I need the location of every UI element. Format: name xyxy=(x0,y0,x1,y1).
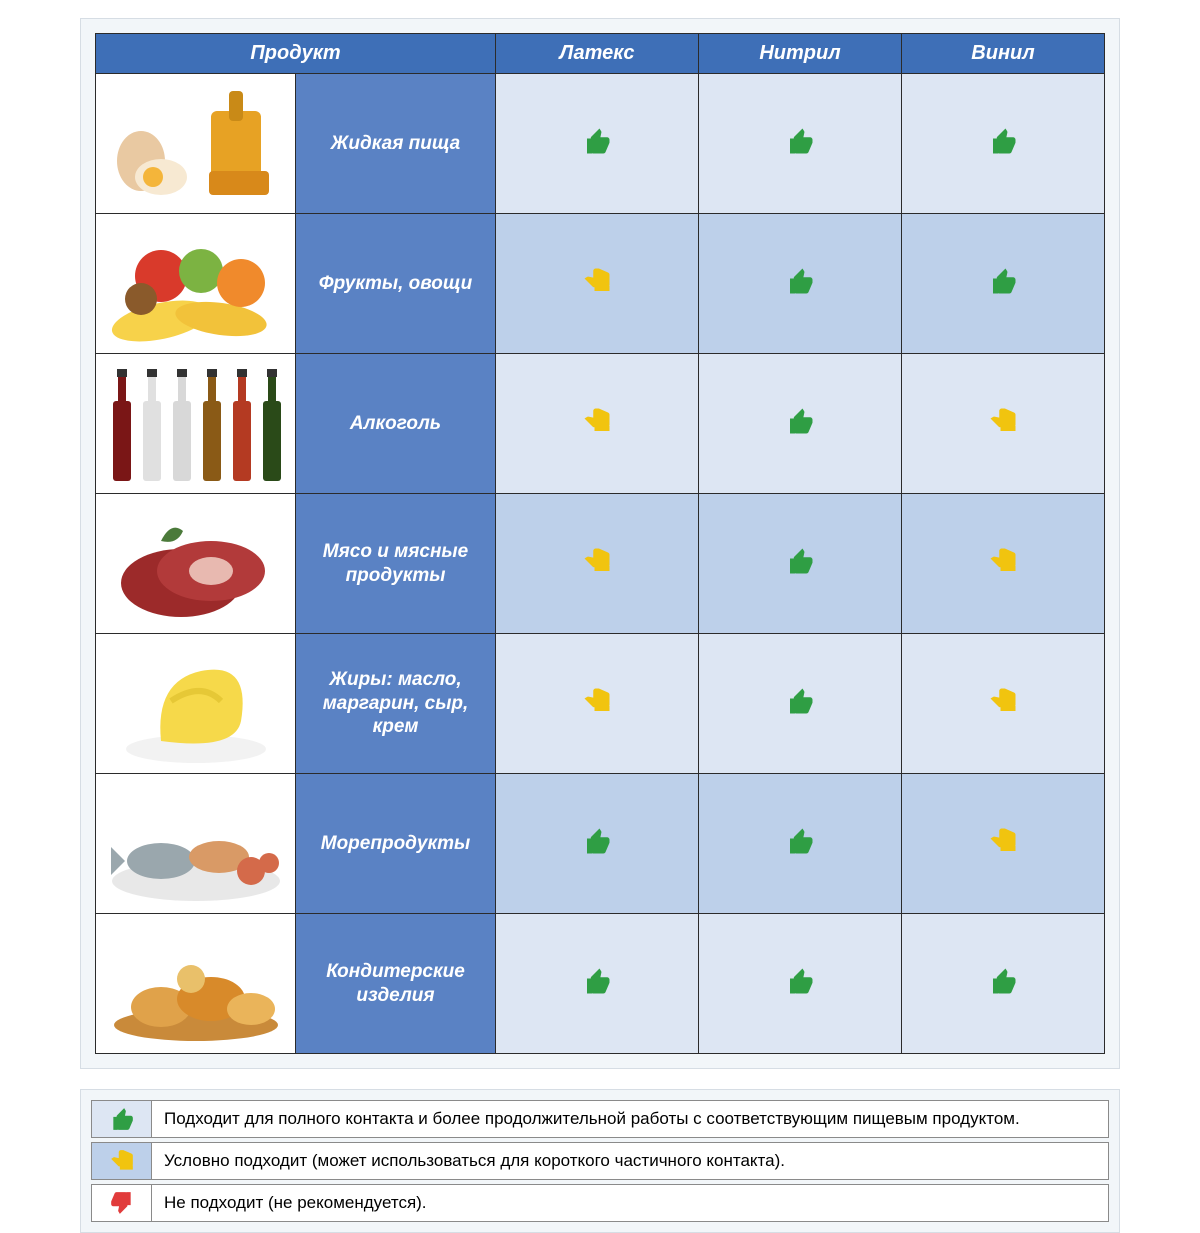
row-label-seafood: Морепродукты xyxy=(296,774,496,914)
thumb-cond-icon xyxy=(582,546,612,576)
legend-icon-good xyxy=(92,1101,152,1137)
thumb-good-icon xyxy=(582,126,612,156)
thumb-good-icon xyxy=(582,966,612,996)
row-label-alcohol: Алкоголь xyxy=(296,354,496,494)
rating-alcohol-col0 xyxy=(496,354,699,494)
row-label-meat: Мясо и мясные продукты xyxy=(296,494,496,634)
illustration-liquid-food xyxy=(96,74,296,214)
legend-panel: Подходит для полного контакта и более пр… xyxy=(80,1089,1120,1233)
header-col-0: Латекс xyxy=(496,34,699,74)
thumb-good-icon xyxy=(988,966,1018,996)
thumb-good-icon xyxy=(785,126,815,156)
rating-confectionery-col2 xyxy=(901,914,1104,1054)
rating-meat-col0 xyxy=(496,494,699,634)
rating-liquid-food-col2 xyxy=(901,74,1104,214)
table-row: Морепродукты xyxy=(96,774,1105,914)
rating-seafood-col1 xyxy=(699,774,902,914)
illustration-meat xyxy=(96,494,296,634)
thumb-cond-icon xyxy=(109,1148,135,1174)
rating-alcohol-col2 xyxy=(901,354,1104,494)
thumb-good-icon xyxy=(582,826,612,856)
row-label-fats: Жиры: масло, маргарин, сыр, крем xyxy=(296,634,496,774)
thumb-good-icon xyxy=(785,266,815,296)
rating-meat-col1 xyxy=(699,494,902,634)
legend-row: Подходит для полного контакта и более пр… xyxy=(91,1100,1109,1138)
thumb-cond-icon xyxy=(988,686,1018,716)
illustration-fruits-veg xyxy=(96,214,296,354)
row-label-confectionery: Кондитерские изделия xyxy=(296,914,496,1054)
rating-seafood-col0 xyxy=(496,774,699,914)
table-row: Жидкая пища xyxy=(96,74,1105,214)
thumb-cond-icon xyxy=(582,686,612,716)
legend-text: Подходит для полного контакта и более пр… xyxy=(152,1101,1108,1137)
header-product: Продукт xyxy=(96,34,496,74)
thumb-good-icon xyxy=(785,406,815,436)
legend-icon-bad xyxy=(92,1185,152,1221)
thumb-good-icon xyxy=(109,1106,135,1132)
rating-fats-col2 xyxy=(901,634,1104,774)
illustration-confectionery xyxy=(96,914,296,1054)
thumb-cond-icon xyxy=(988,406,1018,436)
thumb-bad-icon xyxy=(109,1190,135,1216)
rating-fruits-veg-col2 xyxy=(901,214,1104,354)
table-row: Жиры: масло, маргарин, сыр, крем xyxy=(96,634,1105,774)
legend-row: Не подходит (не рекомендуется). xyxy=(91,1184,1109,1222)
header-col-1: Нитрил xyxy=(699,34,902,74)
thumb-good-icon xyxy=(785,686,815,716)
thumb-good-icon xyxy=(785,826,815,856)
rating-alcohol-col1 xyxy=(699,354,902,494)
thumb-good-icon xyxy=(988,126,1018,156)
illustration-alcohol xyxy=(96,354,296,494)
illustration-fats xyxy=(96,634,296,774)
thumb-cond-icon xyxy=(988,826,1018,856)
rating-seafood-col2 xyxy=(901,774,1104,914)
illustration-seafood xyxy=(96,774,296,914)
legend-row: Условно подходит (может использоваться д… xyxy=(91,1142,1109,1180)
thumb-good-icon xyxy=(785,546,815,576)
rating-fruits-veg-col1 xyxy=(699,214,902,354)
rating-meat-col2 xyxy=(901,494,1104,634)
legend-icon-cond xyxy=(92,1143,152,1179)
rating-confectionery-col0 xyxy=(496,914,699,1054)
table-row: Кондитерские изделия xyxy=(96,914,1105,1054)
thumb-cond-icon xyxy=(582,266,612,296)
thumb-cond-icon xyxy=(582,406,612,436)
rating-fats-col0 xyxy=(496,634,699,774)
header-col-2: Винил xyxy=(901,34,1104,74)
thumb-cond-icon xyxy=(988,546,1018,576)
table-row: Мясо и мясные продукты xyxy=(96,494,1105,634)
table-row: Алкоголь xyxy=(96,354,1105,494)
table-row: Фрукты, овощи xyxy=(96,214,1105,354)
legend-text: Условно подходит (может использоваться д… xyxy=(152,1143,1108,1179)
compatibility-table: Продукт Латекс Нитрил Винил Жидкая пища … xyxy=(95,33,1105,1054)
rating-liquid-food-col0 xyxy=(496,74,699,214)
rating-confectionery-col1 xyxy=(699,914,902,1054)
legend-text: Не подходит (не рекомендуется). xyxy=(152,1185,1108,1221)
row-label-fruits-veg: Фрукты, овощи xyxy=(296,214,496,354)
thumb-good-icon xyxy=(785,966,815,996)
row-label-liquid-food: Жидкая пища xyxy=(296,74,496,214)
rating-fruits-veg-col0 xyxy=(496,214,699,354)
rating-liquid-food-col1 xyxy=(699,74,902,214)
compatibility-panel: Продукт Латекс Нитрил Винил Жидкая пища … xyxy=(80,18,1120,1069)
rating-fats-col1 xyxy=(699,634,902,774)
thumb-good-icon xyxy=(988,266,1018,296)
